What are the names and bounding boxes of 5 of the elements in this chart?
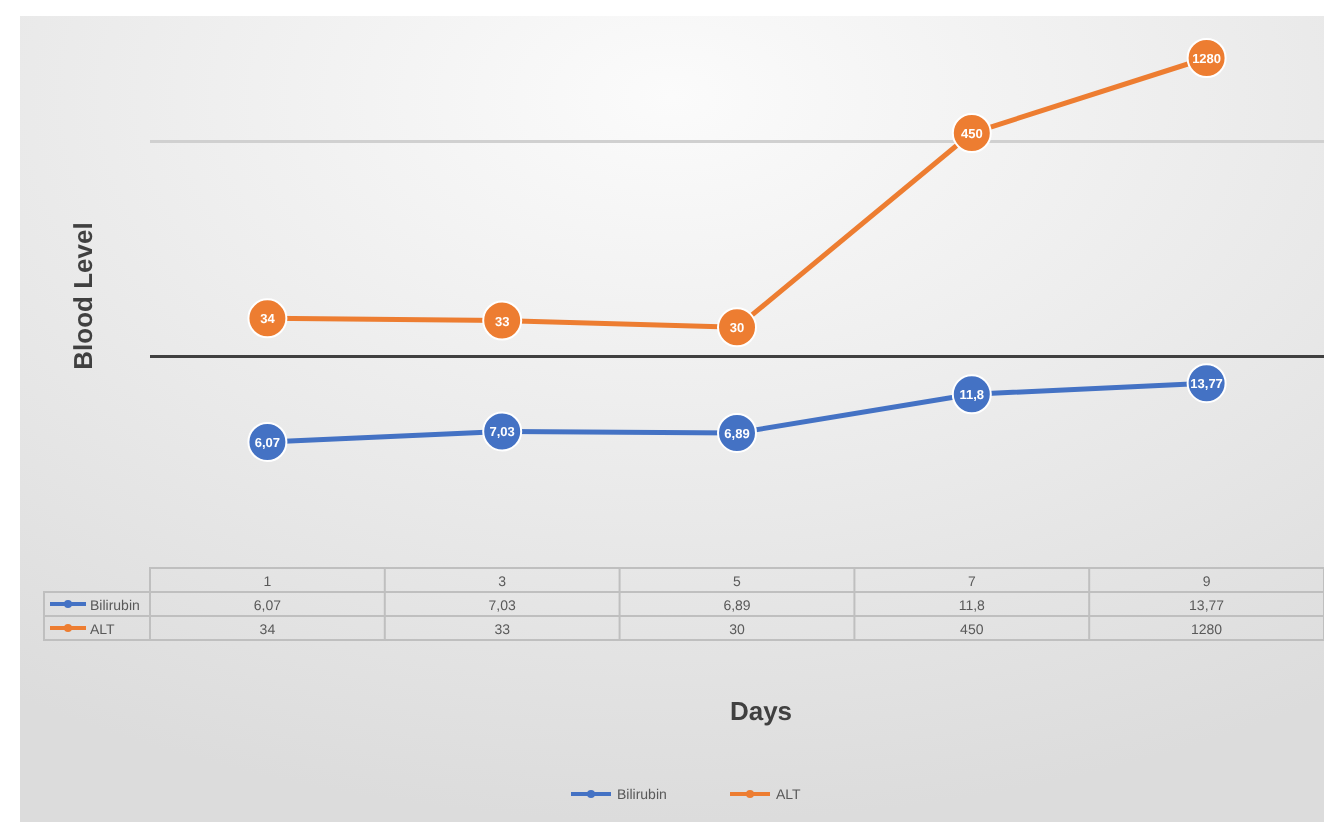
y-axis-title: Blood Level (68, 222, 98, 370)
point (717, 307, 757, 348)
x-axis-title: Days (729, 696, 793, 726)
point (482, 300, 523, 341)
point (247, 298, 288, 339)
